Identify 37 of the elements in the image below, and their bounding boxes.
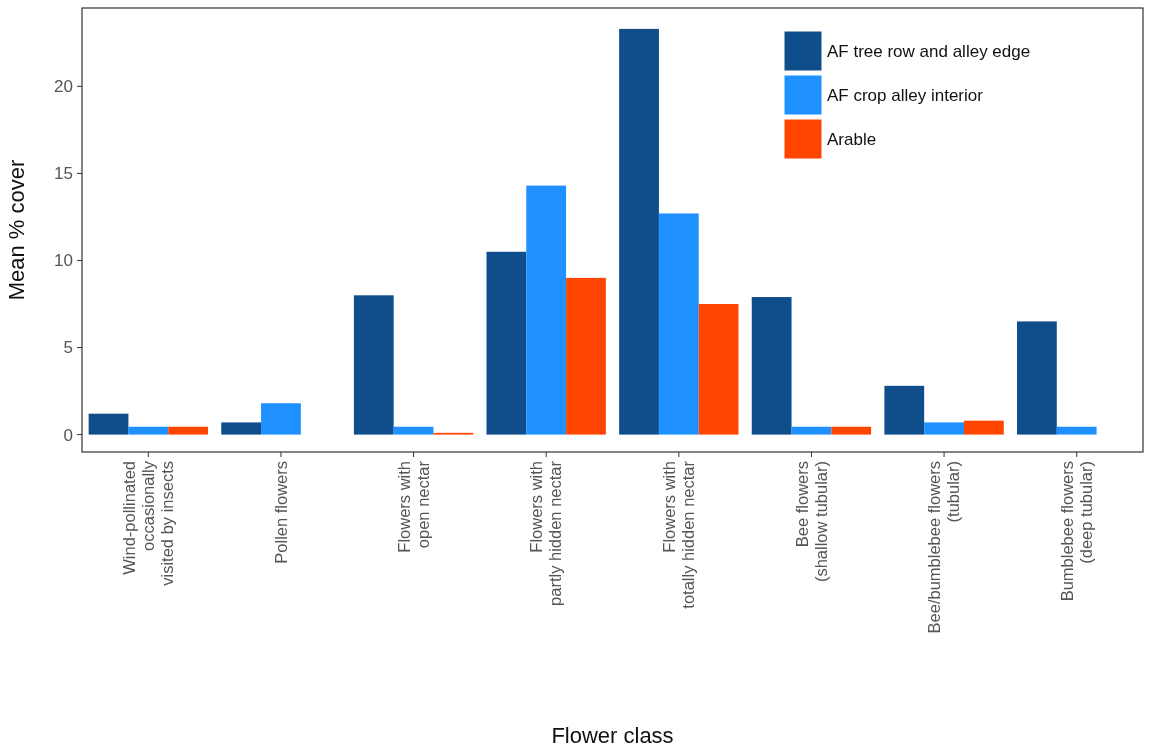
bar — [619, 28, 659, 435]
bar — [128, 426, 169, 435]
bar — [261, 403, 301, 435]
bar — [751, 297, 792, 435]
legend-label: AF tree row and alley edge — [827, 41, 1031, 61]
legend-label: Arable — [827, 129, 877, 149]
bar — [168, 426, 208, 435]
bar — [924, 422, 964, 435]
x-tick-label: Bumblebee flowers (deep tubular) — [1057, 461, 1095, 602]
bar — [791, 426, 832, 435]
y-tick-label: 0 — [63, 425, 73, 445]
bar — [353, 295, 394, 435]
bar — [963, 420, 1004, 435]
bar — [658, 213, 699, 435]
y-axis-title: Mean % cover — [4, 159, 29, 301]
bar — [1056, 426, 1097, 435]
bar — [566, 277, 606, 435]
x-tick-label: Pollen flowers — [271, 461, 290, 564]
bar — [526, 185, 567, 435]
y-tick-label: 20 — [54, 77, 73, 97]
x-tick-label: Wind-pollinated occasionally visited by insects — [120, 460, 177, 586]
bar — [486, 251, 527, 435]
bar — [88, 413, 129, 435]
x-tick-label: Bee flowers (shallow tubular) — [792, 461, 830, 583]
x-tick-label: Flowers with open nectar — [394, 460, 432, 553]
x-tick-label: Bee/bumblebee flowers (tubular) — [925, 461, 963, 634]
bar — [884, 385, 925, 435]
bar — [831, 426, 872, 435]
bar — [393, 426, 434, 435]
legend-label: AF crop alley interior — [827, 85, 984, 105]
bar — [221, 422, 262, 435]
x-axis-title: Flower class — [551, 723, 674, 748]
bar — [698, 304, 739, 435]
y-tick-label: 5 — [63, 338, 73, 358]
y-tick-label: 10 — [54, 251, 73, 271]
y-tick-label: 15 — [54, 164, 73, 184]
bar — [1017, 321, 1057, 435]
